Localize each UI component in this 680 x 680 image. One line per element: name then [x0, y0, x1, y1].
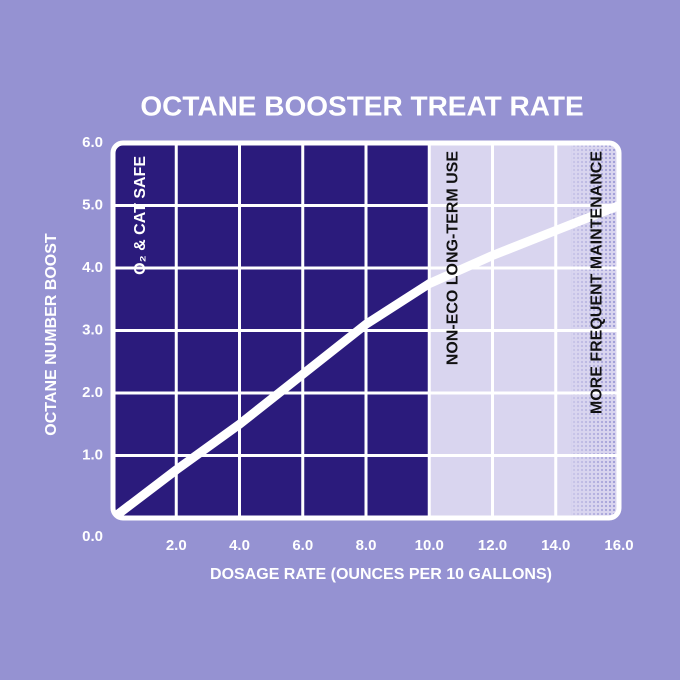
y-tick-label: 3.0 [82, 321, 103, 338]
y-tick-label: 4.0 [82, 259, 103, 276]
x-tick-label: 4.0 [229, 537, 250, 554]
x-tick-label: 12.0 [478, 537, 507, 554]
x-tick-label: 10.0 [415, 537, 444, 554]
y-tick-label: 1.0 [82, 446, 103, 463]
y-axis-label: OCTANE NUMBER BOOST [43, 233, 60, 436]
line-series [113, 201, 619, 518]
x-axis-label: DOSAGE RATE (OUNCES PER 10 GALLONS) [210, 566, 552, 583]
y-tick-label: 5.0 [82, 196, 103, 213]
y-tick-label: 6.0 [82, 134, 103, 151]
chart-title: OCTANE BOOSTER TREAT RATE [140, 90, 583, 121]
x-tick-label: 14.0 [541, 537, 570, 554]
x-tick-label: 8.0 [356, 537, 377, 554]
zone-label: MORE FREQUENT MAINTENANCE [589, 151, 606, 414]
x-tick-label: 16.0 [604, 537, 633, 554]
y-tick-label: 2.0 [82, 384, 103, 401]
zone-label: O₂ & CAT SAFE [132, 156, 149, 275]
zone-label: NON-ECO LONG-TERM USE [444, 151, 461, 366]
x-tick-label: 2.0 [166, 537, 187, 554]
x-tick-label: 6.0 [292, 537, 313, 554]
plot-border [110, 140, 622, 521]
y-tick-label: 0.0 [82, 528, 103, 545]
